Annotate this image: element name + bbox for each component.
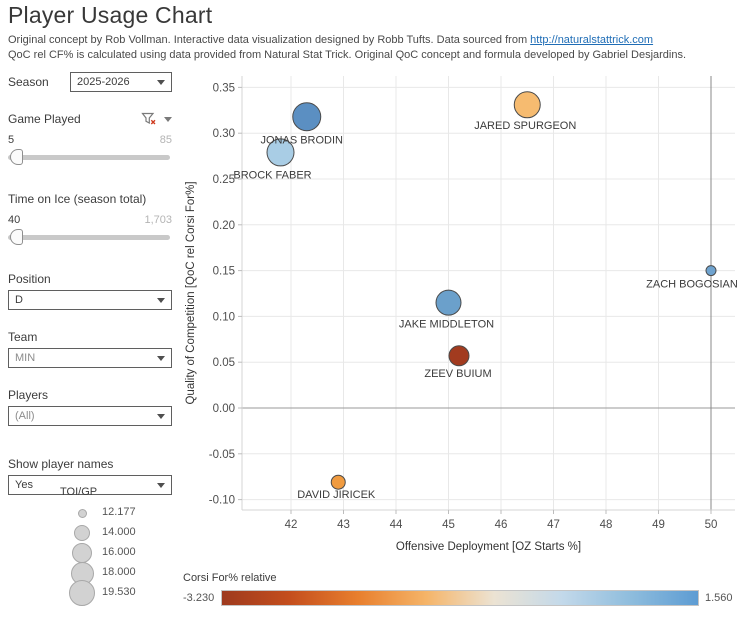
- games-played-min: 5: [8, 134, 15, 146]
- show-names-dropdown[interactable]: Yes: [8, 475, 172, 495]
- size-legend-title: TOI/GP: [60, 486, 98, 498]
- y-tick-label: -0.05: [209, 449, 235, 461]
- credit-text: Original concept by Rob Vollman. Interac…: [8, 34, 531, 46]
- chevron-down-icon: [157, 355, 165, 361]
- y-tick-label: 0.25: [213, 174, 235, 186]
- y-axis-title: Quality of Competition [QoC rel Corsi Fo…: [185, 181, 197, 404]
- scatter-plot: 42 43 44 45 46 47 48 49 50 0.35 0.30 0.25 0.20 0.15 0.…: [185, 76, 738, 553]
- source-link[interactable]: http://naturalstattrick.com: [530, 34, 654, 46]
- filter-clear-icon[interactable]: [141, 112, 157, 126]
- color-legend: Corsi For% relative -3.230 1.560: [183, 572, 738, 606]
- games-played-label: Game Played: [8, 112, 81, 126]
- y-tick-label: 0.20: [213, 220, 235, 232]
- season-label: Season: [8, 75, 49, 89]
- slider-track[interactable]: [8, 235, 170, 240]
- toi-label: Time on Ice (season total): [8, 192, 147, 206]
- size-legend-circle: [72, 543, 92, 563]
- scatter-point-label: JONAS BRODIN: [260, 135, 343, 147]
- toi-max: 1,703: [144, 214, 172, 226]
- team-dropdown[interactable]: MIN: [8, 348, 172, 368]
- scatter-point-label: BROCK FABER: [233, 169, 311, 181]
- scatter-point[interactable]: [705, 265, 717, 277]
- team-value: MIN: [15, 352, 36, 364]
- x-tick-label: 42: [285, 519, 298, 531]
- y-tick-label: 0.10: [213, 311, 235, 323]
- team-label: Team: [8, 330, 38, 344]
- position-value: D: [15, 294, 23, 306]
- x-tick-label: 43: [337, 519, 350, 531]
- scatter-point-label: DAVID JIRICEK: [297, 489, 376, 501]
- games-played-control: Game Played: [8, 112, 172, 126]
- size-legend-label: 14.000: [102, 526, 136, 538]
- color-legend-title: Corsi For% relative: [183, 572, 277, 584]
- games-played-slider: [8, 149, 172, 166]
- x-tick-label: 45: [442, 519, 455, 531]
- y-tick-label: -0.10: [209, 495, 235, 507]
- season-dropdown[interactable]: 2025-2026: [70, 72, 172, 92]
- show-names-label: Show player names: [8, 457, 114, 471]
- y-tick-label: 0.00: [213, 403, 235, 415]
- x-tick-label: 48: [600, 519, 613, 531]
- chevron-down-icon[interactable]: [164, 116, 172, 122]
- toi-min: 40: [8, 214, 21, 226]
- position-label: Position: [8, 272, 51, 286]
- scatter-point[interactable]: [266, 138, 295, 167]
- x-tick-label: 46: [495, 519, 508, 531]
- scatter-point-label: JAKE MIDDLETON: [399, 319, 494, 331]
- slider-handle[interactable]: [10, 149, 23, 165]
- x-tick-label: 49: [652, 519, 665, 531]
- size-legend-label: 16.000: [102, 546, 136, 558]
- scatter-point[interactable]: [292, 102, 322, 132]
- y-tick-label: 0.35: [213, 82, 235, 94]
- filter-sidebar: Season 2025-2026 Game Played 5 85 Time o…: [8, 72, 172, 495]
- y-tick-label: 0.30: [213, 128, 235, 140]
- toi-range: 40 1,703: [8, 214, 172, 226]
- credit-line-1: Original concept by Rob Vollman. Interac…: [8, 33, 738, 48]
- credit-line-2: QoC rel CF% is calculated using data pro…: [8, 49, 687, 61]
- players-label: Players: [8, 388, 49, 402]
- size-legend-circle: [77, 508, 87, 518]
- position-dropdown[interactable]: D: [8, 290, 172, 310]
- scatter-point[interactable]: [448, 345, 470, 367]
- season-control: Season 2025-2026: [8, 72, 172, 92]
- x-tick-label: 50: [705, 519, 718, 531]
- y-tick-label: 0.15: [213, 266, 235, 278]
- scatter-point-label: JARED SPURGEON: [474, 120, 576, 132]
- size-legend-label: 19.530: [102, 586, 136, 598]
- color-legend-min: -3.230: [183, 592, 215, 604]
- scatter-point[interactable]: [513, 91, 541, 119]
- games-played-max: 85: [159, 134, 172, 146]
- size-legend-circle: [69, 580, 95, 606]
- chevron-down-icon: [157, 79, 165, 85]
- credits: Original concept by Rob Vollman. Interac…: [8, 33, 738, 63]
- slider-track[interactable]: [8, 155, 170, 160]
- players-value: (All): [15, 410, 35, 422]
- players-dropdown[interactable]: (All): [8, 406, 172, 426]
- scatter-point[interactable]: [330, 474, 346, 490]
- y-tick-label: 0.05: [213, 357, 235, 369]
- show-names-value: Yes: [15, 479, 33, 491]
- scatter-point-label: ZEEV BUIUM: [424, 368, 491, 380]
- slider-handle[interactable]: [10, 229, 23, 245]
- chevron-down-icon: [157, 297, 165, 303]
- color-gradient-bar[interactable]: [221, 590, 699, 606]
- x-tick-label: 47: [547, 519, 560, 531]
- color-legend-max: 1.560: [705, 592, 733, 604]
- size-legend-circle: [74, 525, 90, 541]
- x-axis-title: Offensive Deployment [OZ Starts %]: [396, 541, 581, 553]
- season-value: 2025-2026: [77, 76, 130, 88]
- chevron-down-icon: [157, 482, 165, 488]
- games-played-range: 5 85: [8, 134, 172, 146]
- scatter-point[interactable]: [435, 289, 462, 316]
- chevron-down-icon: [157, 413, 165, 419]
- header: Player Usage Chart Original concept by R…: [8, 2, 738, 63]
- size-legend: TOI/GP 12.177 14.000 16.000 18.000 19.530: [8, 486, 172, 616]
- scatter-point-label: ZACH BOGOSIAN: [646, 279, 738, 291]
- toi-slider: [8, 229, 172, 246]
- page-title: Player Usage Chart: [8, 2, 213, 28]
- size-legend-label: 18.000: [102, 566, 136, 578]
- size-legend-label: 12.177: [102, 506, 136, 518]
- x-tick-label: 44: [390, 519, 403, 531]
